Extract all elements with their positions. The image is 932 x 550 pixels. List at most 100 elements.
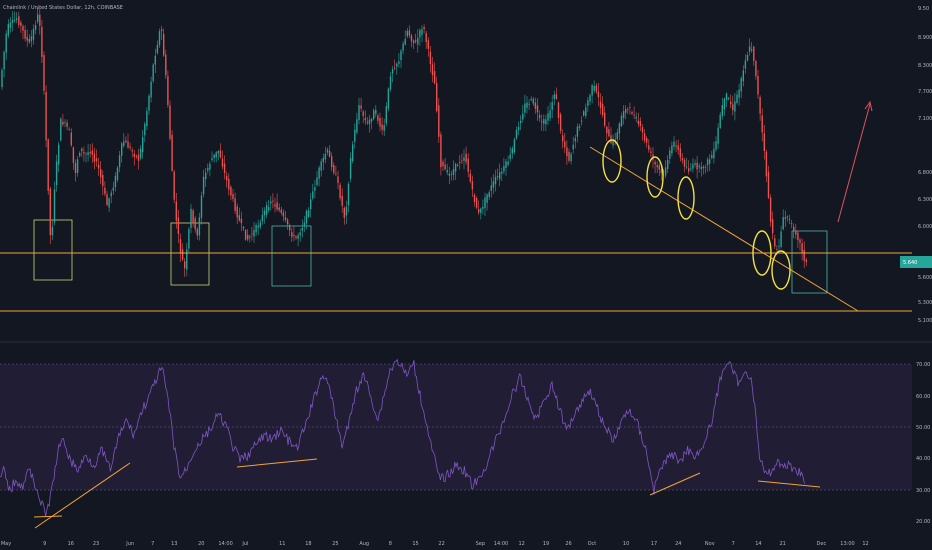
- candle-body: [511, 148, 513, 154]
- price-tick-label: 6.800: [918, 170, 932, 176]
- candle-body: [41, 26, 43, 57]
- rsi-line: [0, 358, 806, 517]
- candle-body: [677, 145, 679, 150]
- rsi-divergence-line[interactable]: [649, 472, 701, 496]
- rsi-divergence-line[interactable]: [33, 515, 63, 518]
- rsi-divergence-line[interactable]: [34, 462, 131, 529]
- candle-body: [566, 147, 568, 157]
- candle-body: [763, 133, 765, 151]
- time-tick-label: Aug: [359, 541, 369, 547]
- candle-body: [622, 111, 625, 119]
- candle-body: [463, 157, 465, 161]
- candle-body: [129, 146, 131, 148]
- candle-body: [654, 161, 656, 165]
- candle-body: [522, 113, 524, 120]
- candle-body: [158, 31, 161, 46]
- candle-body: [599, 101, 602, 108]
- candle-body: [564, 141, 566, 148]
- candle-body: [209, 163, 211, 170]
- descending-trendline[interactable]: [589, 146, 859, 312]
- candle-body: [562, 135, 564, 142]
- candle-body: [106, 194, 108, 206]
- candle-body: [601, 103, 604, 116]
- candle-body: [331, 156, 333, 167]
- candle-body: [604, 112, 606, 126]
- candle-body: [410, 35, 413, 42]
- candle-body: [782, 217, 784, 230]
- candle-body: [620, 115, 623, 127]
- projection-arrow[interactable]: [837, 100, 873, 223]
- range-box[interactable]: [33, 219, 73, 281]
- rsi-divergence-line[interactable]: [757, 480, 821, 488]
- time-axis[interactable]: May 9 16 23 Jun 7 13 20 14:00 Jul 11 18 25 Aug 8 15 22 Se…: [1, 541, 869, 547]
- rsi-divergence-line[interactable]: [236, 458, 318, 468]
- price-tick-label: 5.100: [918, 318, 932, 324]
- candle-body: [683, 159, 686, 167]
- candle-body: [696, 162, 698, 170]
- candle-body: [646, 138, 648, 143]
- candle-body: [593, 86, 595, 91]
- candle-body: [501, 171, 503, 174]
- candle-body: [373, 110, 375, 120]
- candle-body: [3, 51, 5, 70]
- candle-body: [66, 122, 68, 127]
- price-axis[interactable]: 9.50 8.900 8.300 7.700 7.100 6.800 6.300 6.000 5…: [918, 6, 932, 324]
- range-box[interactable]: [791, 230, 828, 294]
- touch-ellipse[interactable]: [752, 230, 772, 276]
- candle-body: [354, 129, 356, 142]
- price-tick-label: 5.600: [918, 275, 932, 281]
- candle-body: [385, 106, 387, 124]
- candle-body: [404, 38, 406, 45]
- time-tick-label: 14:00: [218, 541, 232, 547]
- candle-body: [507, 161, 509, 165]
- candle-body: [112, 187, 114, 191]
- candle-body: [305, 210, 308, 224]
- candle-body: [293, 234, 295, 236]
- candle-body: [406, 30, 408, 37]
- rsi-pane[interactable]: [0, 358, 912, 529]
- touch-ellipse[interactable]: [771, 250, 791, 290]
- candle-body: [664, 167, 667, 176]
- touch-ellipse[interactable]: [602, 139, 622, 183]
- candle-body: [759, 97, 761, 114]
- range-box[interactable]: [170, 222, 210, 286]
- candle-body: [597, 91, 600, 98]
- candle-body: [26, 36, 28, 41]
- candle-body: [83, 152, 85, 154]
- candle-body: [776, 248, 778, 250]
- candle-body: [784, 217, 786, 219]
- candle-body: [700, 166, 702, 170]
- rsi-axis[interactable]: 70.00 60.00 50.00 40.00 30.00 20.00: [916, 362, 930, 525]
- candle-body: [272, 200, 274, 202]
- candle-body: [301, 227, 303, 231]
- candle-body: [583, 111, 585, 116]
- candle-body: [389, 76, 392, 90]
- candle-body: [461, 160, 463, 162]
- range-box[interactable]: [271, 225, 312, 287]
- candle-body: [744, 60, 747, 69]
- candle-body: [89, 152, 91, 154]
- candle-body: [732, 104, 734, 111]
- candle-body: [274, 204, 276, 207]
- time-tick-label: 11: [279, 541, 285, 547]
- candle-body: [614, 139, 616, 141]
- price-pane[interactable]: 5.640: [0, 6, 932, 312]
- candle-body: [412, 40, 415, 44]
- candle-body: [608, 129, 610, 137]
- candle-body: [788, 219, 791, 220]
- time-tick-label: 12: [862, 541, 868, 547]
- candle-body: [310, 199, 312, 210]
- time-tick-label: Dec: [817, 541, 827, 547]
- candle-body: [312, 191, 314, 199]
- candle-body: [704, 166, 707, 168]
- candle-body: [706, 159, 709, 166]
- candle-body: [28, 38, 30, 43]
- candle-body: [656, 165, 658, 168]
- candle-body: [688, 168, 690, 172]
- candle-body: [627, 109, 629, 110]
- candle-body: [524, 103, 526, 113]
- touch-ellipse[interactable]: [677, 176, 695, 220]
- candle-body: [280, 209, 282, 213]
- touch-ellipse[interactable]: [646, 156, 664, 198]
